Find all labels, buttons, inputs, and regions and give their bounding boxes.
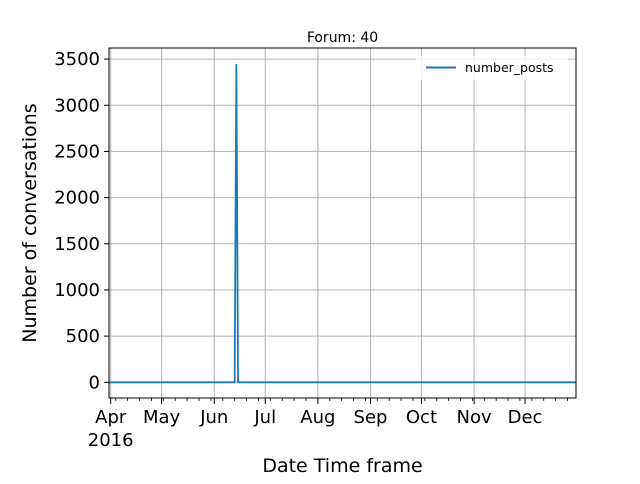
y-tick-label: 500 bbox=[66, 326, 100, 347]
y-tick-label: 0 bbox=[89, 372, 100, 393]
legend-label-number-posts: number_posts bbox=[465, 60, 554, 75]
y-tick-label: 1500 bbox=[54, 234, 100, 255]
x-tick-label: Apr bbox=[95, 407, 127, 428]
legend: number_posts bbox=[416, 56, 568, 80]
y-tick-label: 2500 bbox=[54, 141, 100, 162]
chart-title: Forum: 40 bbox=[307, 30, 378, 46]
x-tick-label: Jul bbox=[253, 407, 276, 428]
x-axis-label: Date Time frame bbox=[262, 455, 422, 477]
x-tick-label: Oct bbox=[406, 407, 437, 428]
y-axis: 0 500 1000 1500 2000 2500 3000 3500 bbox=[54, 49, 109, 393]
x-tick-year-label: 2016 bbox=[88, 430, 134, 451]
y-axis-label: Number of conversations bbox=[19, 103, 41, 342]
x-tick-label: Jun bbox=[199, 407, 228, 428]
series-line-number-posts bbox=[109, 63, 576, 384]
y-tick-label: 2000 bbox=[54, 188, 100, 209]
plot-frame bbox=[108, 47, 577, 399]
x-tick-label: May bbox=[143, 407, 181, 428]
x-tick-label: Dec bbox=[508, 407, 543, 428]
y-tick-label: 1000 bbox=[54, 280, 100, 301]
x-tick-label: Sep bbox=[354, 407, 388, 428]
x-tick-label: Nov bbox=[457, 407, 492, 428]
y-tick-label: 3000 bbox=[54, 95, 100, 116]
grid bbox=[109, 48, 576, 398]
x-tick-label: Aug bbox=[300, 407, 335, 428]
y-tick-label: 3500 bbox=[54, 49, 100, 70]
series-layer bbox=[109, 63, 576, 384]
